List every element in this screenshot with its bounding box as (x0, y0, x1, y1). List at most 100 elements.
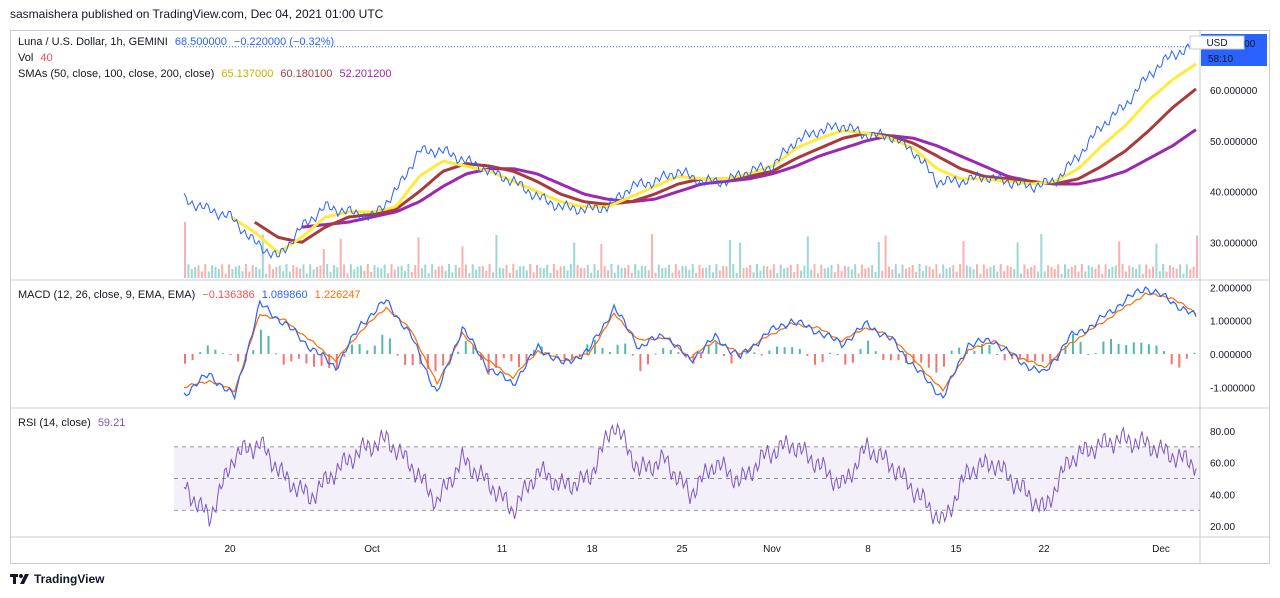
volume-bar (1101, 273, 1104, 278)
volume-bar (566, 270, 569, 278)
macd-hist-bar (1094, 353, 1097, 355)
macd-hist-bar (722, 354, 725, 357)
macd-hist-bar (616, 344, 619, 354)
volume-bar (1185, 264, 1188, 278)
chart-frame (10, 30, 1270, 564)
macd-hist-bar (669, 349, 672, 354)
volume-bar (1189, 269, 1192, 278)
volume-bar (322, 249, 325, 278)
volume-bar (952, 265, 955, 278)
macd-hist-bar (715, 341, 718, 354)
volume-bar (525, 270, 528, 278)
vol-label[interactable]: Vol (18, 52, 34, 64)
volume-bar (962, 241, 965, 278)
macd-hist-bar (973, 350, 976, 354)
volume-bar (769, 269, 772, 278)
volume-bar (620, 267, 623, 278)
volume-bar (986, 268, 989, 278)
macd-hist-bar (373, 345, 376, 354)
volume-bar (1138, 264, 1141, 278)
volume-bar (505, 264, 508, 278)
tradingview-logo[interactable]: TradingView (10, 572, 104, 586)
volume-bar (1006, 265, 1009, 278)
macd-hist-bar (358, 344, 361, 354)
macd-hist-bar (609, 352, 611, 354)
volume-bar (965, 265, 968, 278)
macd-label[interactable]: MACD (12, 26, close, 9, EMA, EMA) (18, 289, 196, 301)
volume-bar (955, 271, 958, 278)
volume-bar (728, 239, 731, 278)
volume-bar (1111, 266, 1114, 278)
volume-bar (278, 265, 281, 278)
volume-bar (400, 265, 403, 278)
volume-bar (898, 273, 901, 278)
symbol-label[interactable]: Luna / U.S. Dollar, 1h, GEMINI (18, 36, 168, 48)
volume-bar (894, 264, 897, 278)
volume-bar (745, 267, 748, 278)
volume-bar (590, 272, 593, 278)
volume-bar (860, 264, 863, 278)
macd-hist-bar (707, 345, 710, 354)
volume-bar (647, 270, 650, 278)
volume-bar (343, 264, 346, 278)
sma-label[interactable]: SMAs (50, close, 100, close, 200, close) (18, 68, 215, 80)
volume-bar (772, 264, 775, 278)
tradingview-logo-icon (10, 574, 29, 584)
volume-bar (1016, 242, 1019, 278)
volume-bar (1070, 266, 1073, 278)
volume-bar (1114, 265, 1117, 278)
volume-bar (431, 264, 434, 278)
macd-hist-bar (950, 350, 953, 354)
volume-bar (938, 273, 941, 278)
volume-bar (833, 272, 836, 278)
macd-hist-bar (563, 354, 566, 360)
volume-bar (1020, 273, 1022, 278)
macd-hist-bar (351, 344, 353, 354)
macd-hist-bar (1132, 342, 1135, 354)
macd-hist-bar (844, 354, 847, 365)
macd-hist-bar (290, 354, 293, 362)
volume-bar (854, 264, 857, 278)
volume-bar (441, 265, 444, 278)
volume-bar (1108, 269, 1110, 278)
volume-bar (542, 268, 545, 278)
macd-hist-bar (487, 354, 490, 375)
volume-bar (468, 273, 471, 278)
volume-bar (434, 269, 437, 278)
macd-hist-bar (1034, 354, 1037, 362)
price-axis-tick: 60.000000 (1210, 86, 1258, 97)
macd-hist-bar (472, 344, 475, 354)
rsi-axis-tick: 40.00 (1210, 490, 1235, 501)
volume-bar (356, 266, 359, 278)
macd-hist-bar (1155, 345, 1158, 354)
volume-bar (668, 264, 670, 278)
volume-bar (231, 269, 234, 278)
volume-bar (948, 267, 951, 278)
volume-bar (972, 269, 975, 278)
macd-hist-bar (753, 352, 756, 354)
macd-hist-bar (836, 354, 839, 355)
macd-hist-bar (874, 351, 877, 354)
volume-bar (248, 271, 251, 278)
macd-hist-bar (548, 352, 551, 354)
price-change: −0.220000 (−0.32%) (233, 36, 335, 48)
volume-bar (891, 269, 894, 278)
volume-bar (1009, 266, 1012, 278)
volume-bar (1192, 266, 1195, 278)
volume-bar (749, 264, 752, 278)
macd-hist-bar (821, 354, 824, 362)
macd-hist-bar (555, 354, 558, 356)
volume-bar (698, 264, 701, 278)
macd-hist-bar (1026, 354, 1029, 363)
volume-bar (945, 268, 948, 278)
macd-hist-bar (1178, 354, 1181, 368)
vol-value: 40 (40, 52, 53, 64)
macd-hist-bar (214, 349, 217, 354)
macd-hist-bar (677, 352, 680, 354)
rsi-label[interactable]: RSI (14, close) (18, 417, 91, 429)
volume-bar (339, 238, 342, 278)
volume-bar (275, 266, 278, 278)
volume-bar (272, 269, 274, 278)
volume-bar (712, 272, 714, 278)
